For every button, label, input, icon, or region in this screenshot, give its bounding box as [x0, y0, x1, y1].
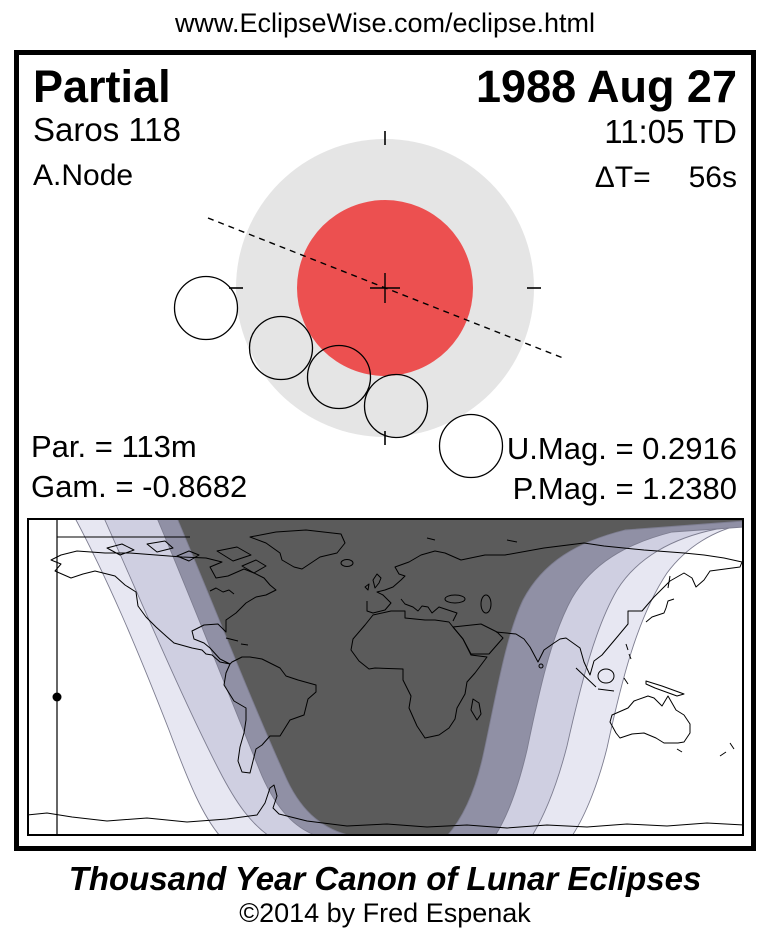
continent-outlines	[27, 529, 744, 829]
map-border	[27, 518, 744, 836]
philippines-outline	[625, 643, 632, 660]
eclipse-time: 11:05 TD	[604, 113, 737, 150]
indonesia-outline	[575, 667, 685, 697]
zone-all-visible	[176, 518, 744, 836]
sri-lanka-outline	[538, 663, 544, 669]
header-url: www.EclipseWise.com/eclipse.html	[174, 8, 596, 38]
footer-copyright: ©2014 by Fred Espenak	[239, 898, 531, 928]
moon-contact-disks	[173, 275, 504, 479]
arabia-outline	[452, 623, 504, 655]
black-sea-outline	[444, 594, 466, 604]
new-zealand-outline	[719, 742, 735, 757]
footer-title: Thousand Year Canon of Lunar Eclipses	[68, 860, 702, 897]
moon-disk-u4	[363, 373, 429, 439]
madagascar-outline	[470, 698, 482, 721]
caribbean-islands	[225, 637, 249, 646]
eclipse-type-title: Partial	[33, 61, 171, 112]
britain-outline	[364, 573, 382, 591]
eclipse-card: Partial 1988 Aug 27 Saros 118 11:05 TD A…	[14, 50, 756, 851]
penumbra-edge-ticks	[229, 131, 541, 445]
node-type: A.Node	[33, 159, 134, 192]
africa-outline	[350, 610, 488, 739]
shadow-diagram	[173, 131, 564, 479]
caspian-sea-outline	[480, 594, 492, 614]
stat-umbral-magnitude: U.Mag. = 0.2916	[506, 431, 737, 466]
south-america-outline	[223, 656, 317, 774]
arctic-islands	[57, 536, 518, 574]
eclipse-date: 1988 Aug 27	[476, 61, 737, 112]
moon-disk-p1	[173, 275, 239, 341]
antarctica-outline	[27, 784, 744, 829]
moon-disk-u1	[248, 315, 314, 381]
stat-penumbral-magnitude: P.Mag. = 1.2380	[512, 471, 737, 506]
delta-t-value: 56s	[688, 161, 737, 194]
delta-t-row: ΔT= 56s	[595, 161, 737, 195]
iceland-outline	[340, 559, 354, 567]
north-america-outline	[50, 550, 277, 665]
stat-partial-duration: Par. = 113m	[31, 429, 197, 464]
sublunar-point-dot	[52, 692, 62, 702]
delta-t-label: ΔT=	[594, 161, 651, 194]
japan-outline	[645, 575, 675, 623]
shadow-center-cross	[370, 273, 400, 303]
greenland-outline	[249, 529, 346, 570]
visibility-zones	[74, 518, 744, 836]
eurasia-outline	[366, 542, 743, 676]
visibility-map	[27, 518, 744, 836]
south-europe-outline	[400, 598, 458, 622]
great-lakes-outline	[209, 587, 235, 595]
saros-number: Saros 118	[33, 111, 181, 148]
stat-gamma: Gam. = -0.8682	[31, 469, 248, 504]
borneo-outline	[597, 668, 615, 684]
australia-outline	[609, 695, 691, 753]
moon-disk-p4	[438, 413, 504, 479]
moon-disk-greatest	[306, 344, 372, 410]
